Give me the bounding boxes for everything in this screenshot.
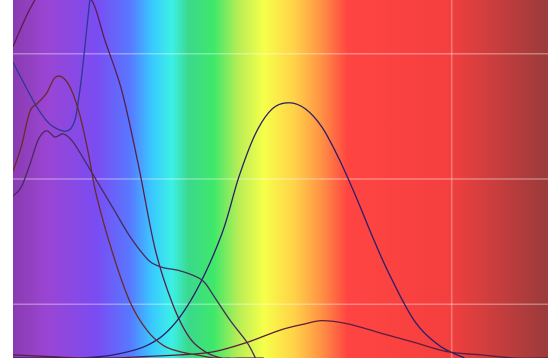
series-line-4 (13, 75, 231, 358)
series-line-6 (13, 319, 548, 358)
spectrum-background (13, 0, 548, 358)
left-margin (0, 0, 13, 358)
series-line-3 (13, 102, 465, 358)
series-line-5 (13, 130, 256, 358)
series-group (13, 0, 548, 358)
series-line-1 (13, 0, 264, 358)
series-line-2 (13, 0, 91, 132)
grid (13, 0, 548, 358)
